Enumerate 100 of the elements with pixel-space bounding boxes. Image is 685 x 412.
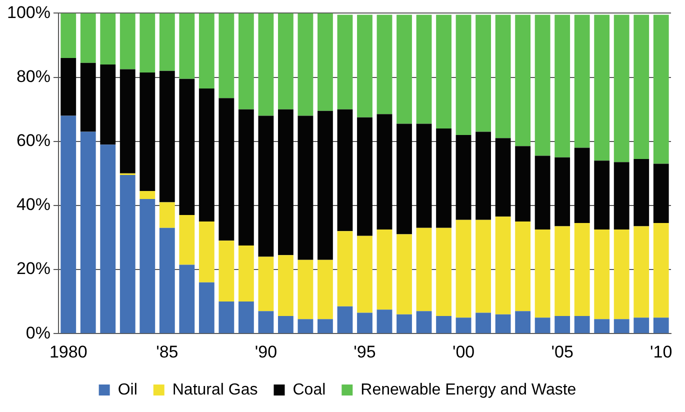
bar <box>376 310 392 334</box>
y-tick-label: 60% <box>16 131 50 150</box>
bar <box>238 13 254 110</box>
bar <box>318 13 333 111</box>
x-tick-label: '85 <box>156 342 178 362</box>
bar <box>120 13 136 70</box>
bar <box>534 156 550 230</box>
x-tick-label: '10 <box>650 342 672 362</box>
bar <box>278 316 294 334</box>
bar <box>140 13 156 72</box>
y-tick-label: 80% <box>16 66 50 86</box>
bar <box>100 64 116 145</box>
bar <box>614 162 630 230</box>
bar <box>60 13 76 58</box>
bar <box>614 229 630 320</box>
bar <box>634 14 650 159</box>
bar <box>357 117 372 236</box>
bar <box>594 229 610 320</box>
x-tick-label: 1980 <box>49 342 88 362</box>
bar <box>634 226 650 318</box>
bar <box>179 215 195 265</box>
bar <box>416 124 432 228</box>
bar <box>298 319 314 334</box>
bar <box>594 160 610 230</box>
bar <box>376 14 392 114</box>
bar <box>179 264 195 334</box>
bar <box>218 13 234 98</box>
bar <box>574 148 590 224</box>
bar <box>456 220 472 318</box>
bar <box>337 14 353 110</box>
bar <box>554 226 570 316</box>
bar <box>495 314 511 334</box>
bar <box>298 116 314 260</box>
bar <box>218 302 234 334</box>
bar <box>476 14 491 132</box>
x-tick-label: '90 <box>254 342 278 362</box>
bar <box>80 13 96 63</box>
bar <box>60 58 76 116</box>
bar <box>198 221 214 282</box>
bar <box>396 314 412 334</box>
bar <box>614 319 630 334</box>
bar <box>436 128 452 228</box>
bar <box>436 316 452 334</box>
bar <box>456 318 472 334</box>
bar <box>179 78 195 216</box>
bar <box>396 14 412 124</box>
bar <box>515 311 531 334</box>
x-tick-label: '05 <box>551 342 574 362</box>
bar <box>80 62 96 132</box>
bar <box>238 302 254 334</box>
bar <box>376 114 392 230</box>
bar <box>318 260 333 320</box>
y-tick-label: 40% <box>16 195 50 214</box>
bar <box>140 191 156 200</box>
bar <box>476 220 491 313</box>
bar <box>120 69 136 174</box>
bar <box>436 14 452 129</box>
bar <box>238 109 254 246</box>
bar <box>416 228 432 312</box>
bar <box>318 319 333 334</box>
bar <box>238 245 254 302</box>
bar <box>456 14 472 135</box>
bar <box>298 260 314 320</box>
bar <box>100 13 116 64</box>
bar <box>534 229 550 318</box>
bar <box>594 14 610 161</box>
bar <box>258 256 274 312</box>
bar <box>634 318 650 334</box>
bar <box>515 221 531 312</box>
bar <box>60 116 76 334</box>
bar <box>357 236 372 313</box>
x-tick-label: '00 <box>452 342 475 362</box>
bar <box>198 282 214 334</box>
bar <box>357 312 372 334</box>
bar <box>594 319 610 334</box>
bar <box>574 316 590 334</box>
bar <box>357 14 372 118</box>
bar <box>495 138 511 217</box>
bar <box>396 234 412 314</box>
bar <box>653 164 669 224</box>
legend-label: Oil <box>118 381 138 398</box>
bar <box>218 240 234 302</box>
bar <box>198 13 214 88</box>
y-tick-label: 0% <box>26 323 50 342</box>
bar <box>198 88 214 222</box>
bar <box>456 134 472 220</box>
bar <box>376 229 392 310</box>
bar <box>278 13 294 110</box>
bar <box>318 110 333 260</box>
bar <box>653 14 669 164</box>
bar <box>534 318 550 334</box>
bar <box>554 316 570 334</box>
bar <box>416 14 432 124</box>
bar <box>278 255 294 316</box>
bar <box>218 98 234 241</box>
bar <box>614 14 630 162</box>
bar <box>495 14 511 138</box>
bar <box>534 14 550 156</box>
bar <box>396 124 412 234</box>
bar <box>574 223 590 316</box>
